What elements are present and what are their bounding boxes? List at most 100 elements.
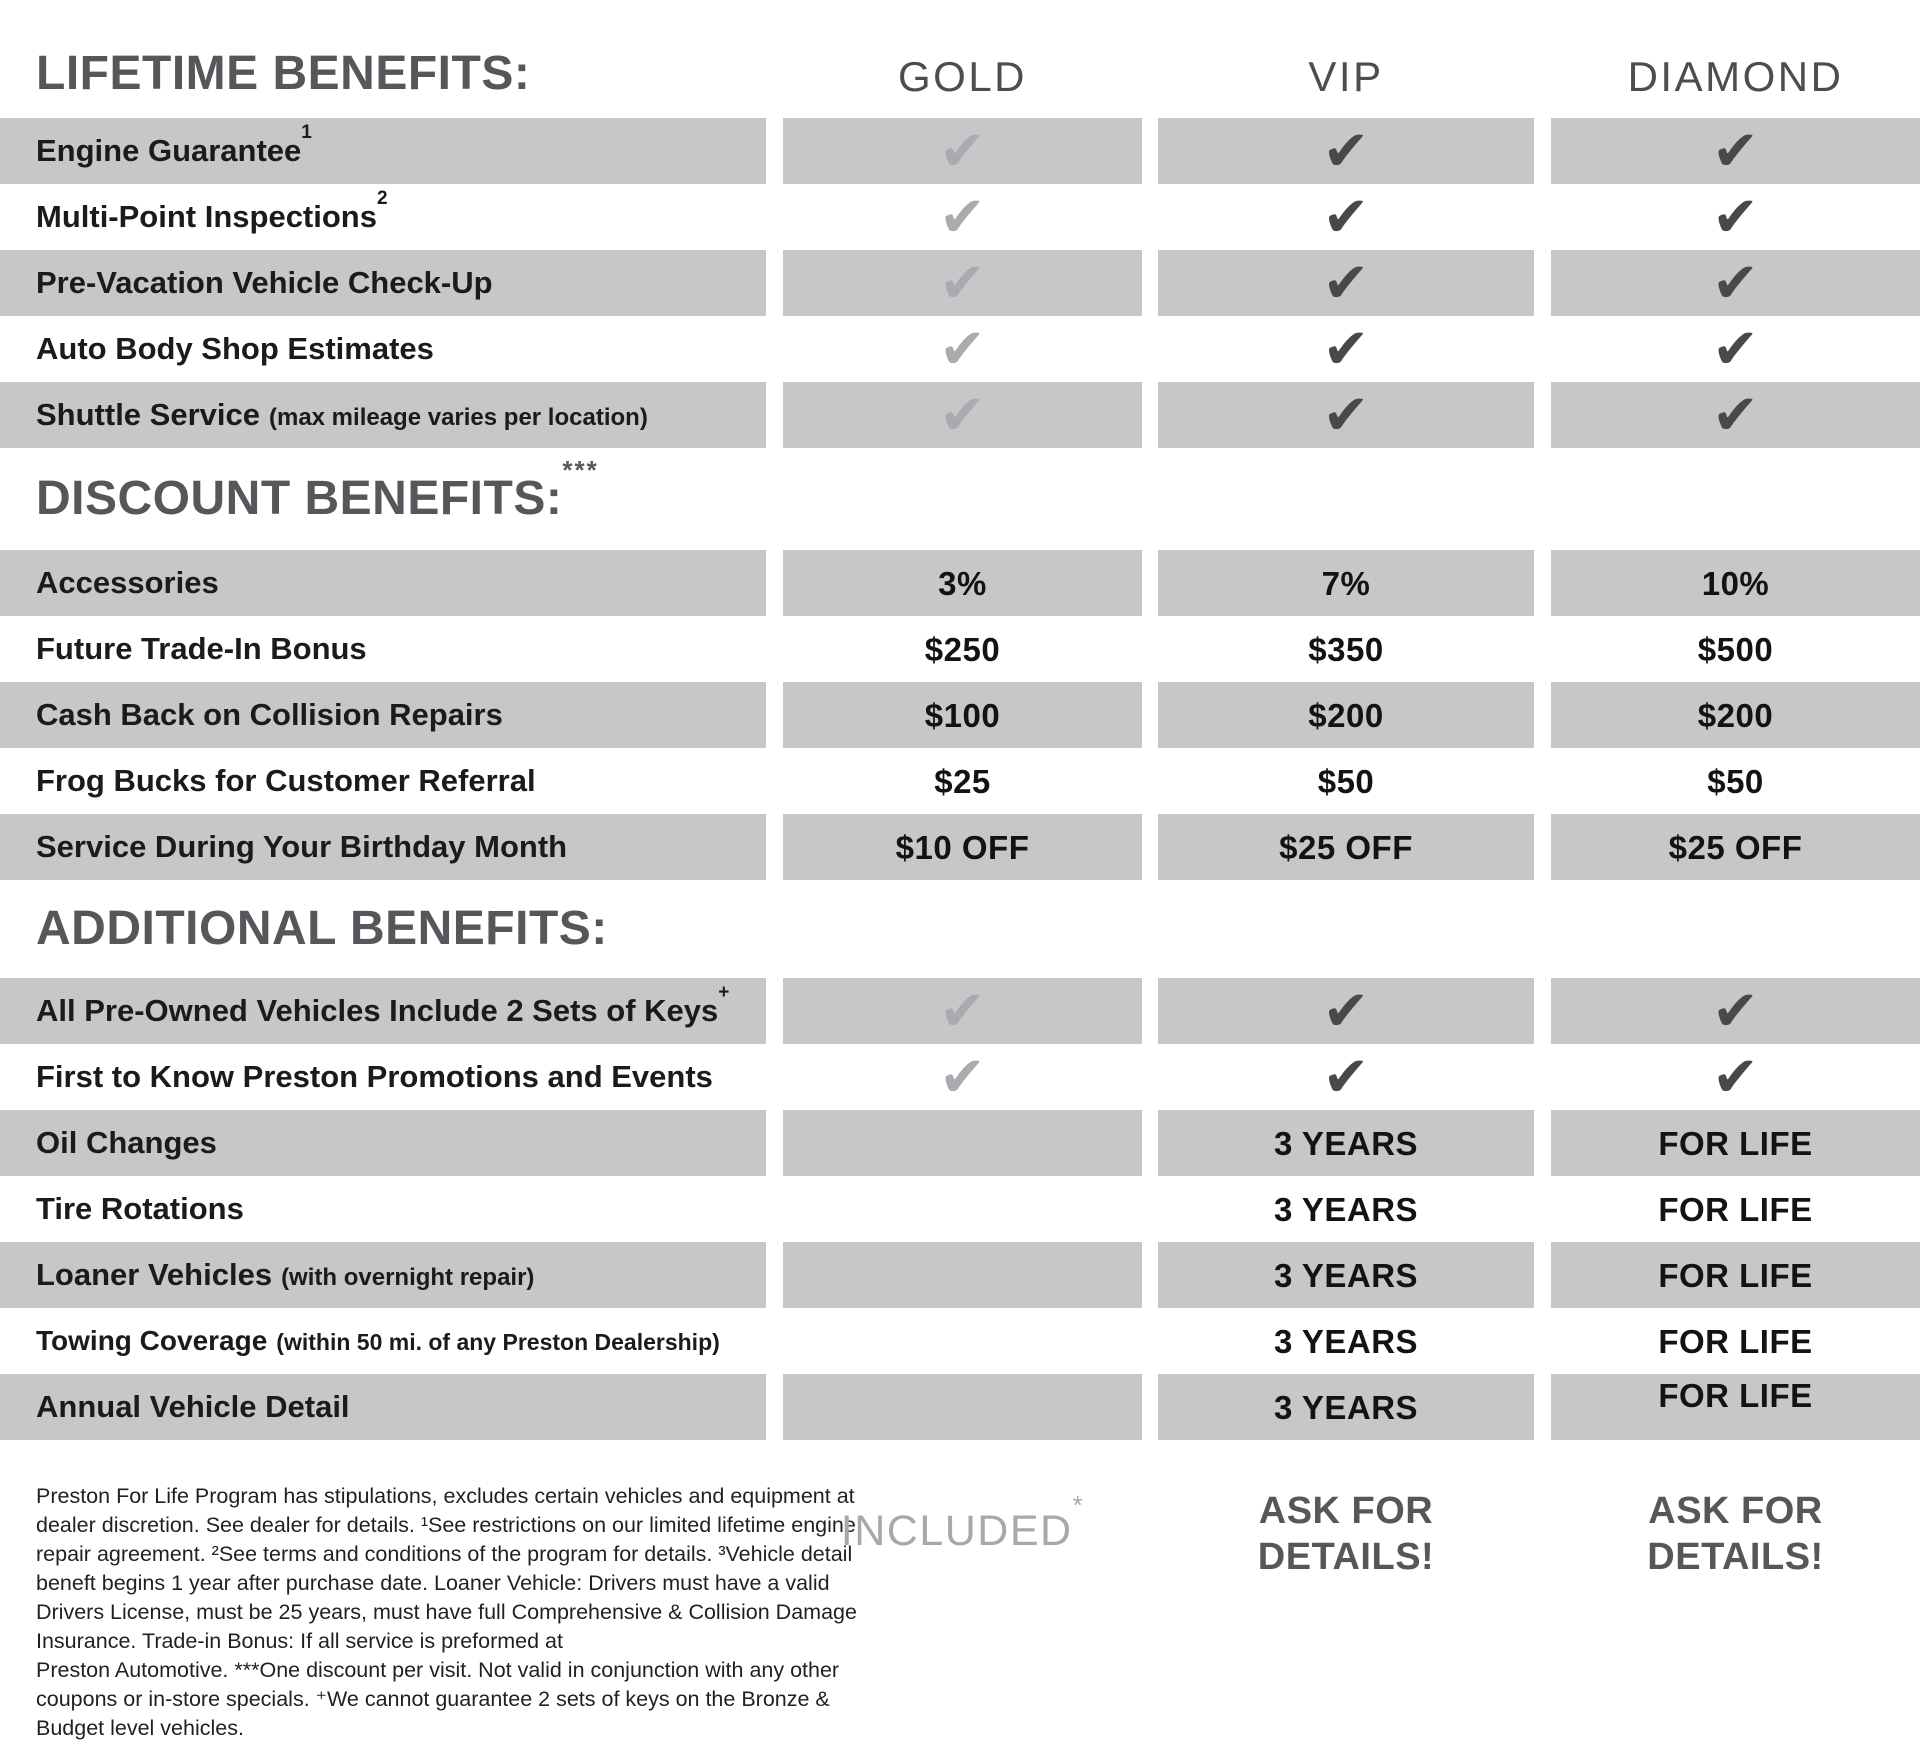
value-text: 3 YEARS: [1273, 1124, 1419, 1162]
value-text: FOR LIFE: [1658, 1376, 1813, 1414]
value-cell-diamond: ✔: [1551, 1044, 1920, 1110]
value-text: $500: [1697, 630, 1774, 668]
row-label: Engine Guarantee1: [36, 123, 312, 168]
value-cell-gold: ✔: [783, 382, 1142, 448]
check-icon: ✔: [939, 1045, 986, 1110]
value-cell-vip: 3 YEARS: [1158, 1110, 1534, 1176]
check-icon: ✔: [939, 119, 986, 184]
diamond-footer-note-cell: ASK FOR DETAILS!: [1551, 1482, 1920, 1580]
row-label: Future Trade-In Bonus: [36, 632, 367, 666]
value-text: $50: [1707, 762, 1764, 800]
table-row: Pre-Vacation Vehicle Check-Up ✔ ✔ ✔: [0, 250, 1920, 316]
value-text: $200: [1308, 696, 1384, 734]
value-cell-vip: ✔: [1158, 1044, 1534, 1110]
row-label: Cash Back on Collision Repairs: [36, 698, 503, 732]
table-row: Loaner Vehicles (with overnight repair) 3 …: [0, 1242, 1920, 1308]
value-cell-diamond: FOR LIFE: [1551, 1110, 1920, 1176]
row-label-superscript: 2: [377, 188, 388, 210]
value-cell-diamond: $50: [1551, 748, 1920, 814]
row-label-text: Service During Your Birthday Month: [36, 828, 568, 864]
row-label-superscript: +: [718, 982, 730, 1004]
value-cell-diamond: ✔: [1551, 184, 1920, 250]
check-icon: ✔: [939, 185, 986, 250]
value-text: $100: [924, 696, 1001, 734]
row-label: Auto Body Shop Estimates: [36, 332, 434, 366]
value-text: $25: [934, 762, 991, 800]
row-label: Accessories: [36, 566, 219, 600]
value-cell-vip: 3 YEARS: [1158, 1374, 1534, 1440]
row-label-cell: Cash Back on Collision Repairs: [0, 682, 766, 748]
fine-print: Preston For Life Program has stipulation…: [36, 1482, 857, 1743]
value-cell-diamond: $200: [1551, 682, 1920, 748]
value-cell-gold: ✔: [783, 316, 1142, 382]
row-label-cell: Auto Body Shop Estimates: [0, 316, 766, 382]
check-icon: ✔: [1712, 251, 1759, 316]
table-row: Auto Body Shop Estimates ✔ ✔ ✔: [0, 316, 1920, 382]
row-label: Tire Rotations: [36, 1190, 244, 1226]
row-label-cell: Towing Coverage (within 50 mi. of any Pre…: [0, 1308, 766, 1374]
value-cell-vip: ✔: [1158, 978, 1534, 1044]
value-text: 3 YEARS: [1273, 1190, 1419, 1228]
fine-print-line: Insurance. Trade-in Bonus: If all servic…: [36, 1629, 563, 1653]
row-label: Loaner Vehicles (with overnight repair): [36, 1256, 535, 1292]
value-text: 7%: [1321, 564, 1371, 602]
value-text: FOR LIFE: [1658, 1256, 1813, 1294]
gold-footer-note-cell: INCLUDED*: [783, 1482, 1142, 1553]
fine-print-line: Budget level vehicles.: [36, 1716, 244, 1740]
included-asterisk: *: [1072, 1489, 1085, 1520]
section-title-discount-benefits: DISCOUNT BENEFITS:***: [36, 457, 599, 523]
details-line: DETAILS!: [1257, 1536, 1435, 1578]
check-icon: ✔: [939, 979, 986, 1044]
row-label-text: All Pre-Owned Vehicles Include 2 Sets of…: [36, 992, 719, 1028]
row-label-cell: Loaner Vehicles (with overnight repair): [0, 1242, 766, 1308]
value-cell-vip: ✔: [1158, 316, 1534, 382]
header-title-cell: LIFETIME BENEFITS:: [0, 0, 766, 118]
row-label-cell: Oil Changes: [0, 1110, 766, 1176]
table-row: Accessories 3% 7% 10%: [0, 550, 1920, 616]
row-label-text: Towing Coverage: [36, 1325, 268, 1357]
fine-print-cell: Preston For Life Program has stipulation…: [0, 1482, 857, 1743]
value-cell-diamond: ✔: [1551, 382, 1920, 448]
value-cell-gold: $100: [783, 682, 1142, 748]
row-label-cell: Pre-Vacation Vehicle Check-Up: [0, 250, 766, 316]
value-text: 10%: [1701, 564, 1770, 602]
row-label-text: Multi-Point Inspections: [36, 198, 377, 234]
value-cell-vip: $50: [1158, 748, 1534, 814]
vip-footer-note-cell: ASK FOR DETAILS!: [1158, 1482, 1534, 1580]
value-text: $350: [1308, 630, 1384, 668]
row-label-cell: Shuttle Service (max mileage varies per l…: [0, 382, 766, 448]
fine-print-line: Drivers License, must be 25 years, must …: [36, 1600, 857, 1624]
row-label-note: (with overnight repair): [281, 1263, 535, 1291]
value-cell-gold: ✔: [783, 118, 1142, 184]
check-icon: ✔: [939, 383, 986, 448]
row-label: Towing Coverage (within 50 mi. of any Pre…: [36, 1326, 720, 1355]
row-label-note: (max mileage varies per location): [268, 403, 648, 431]
table-row: Frog Bucks for Customer Referral $25 $50 $5…: [0, 748, 1920, 814]
check-icon: ✔: [1322, 1045, 1370, 1110]
row-label: Multi-Point Inspections2: [36, 189, 388, 234]
value-cell-gold: $25: [783, 748, 1142, 814]
row-label-text: Loaner Vehicles: [36, 1256, 273, 1292]
value-cell-gold: [783, 1110, 1142, 1176]
row-label-text: Tire Rotations: [36, 1190, 244, 1226]
value-cell-gold: [783, 1176, 1142, 1242]
check-icon: ✔: [1712, 317, 1759, 382]
check-icon: ✔: [1322, 979, 1370, 1044]
value-text: $250: [924, 630, 1001, 668]
value-cell-vip: 7%: [1158, 550, 1534, 616]
value-cell-vip: ✔: [1158, 382, 1534, 448]
check-icon: ✔: [1322, 185, 1370, 250]
value-cell-gold: ✔: [783, 184, 1142, 250]
row-label-cell: All Pre-Owned Vehicles Include 2 Sets of…: [0, 978, 766, 1044]
value-cell-diamond: ✔: [1551, 978, 1920, 1044]
section-title-additional-benefits: ADDITIONAL BENEFITS:: [36, 902, 608, 955]
fine-print-line: Preston For Life Program has stipulation…: [36, 1484, 855, 1508]
fine-print-line: repair agreement. ²See terms and conditi…: [36, 1542, 853, 1566]
value-cell-diamond: 10%: [1551, 550, 1920, 616]
table-row: Oil Changes 3 YEARS FOR LIFE: [0, 1110, 1920, 1176]
row-label: Shuttle Service (max mileage varies per l…: [36, 398, 648, 432]
value-cell-vip: $200: [1158, 682, 1534, 748]
row-label-text: Engine Guarantee: [36, 132, 302, 168]
value-text: $200: [1697, 696, 1774, 734]
section-title-superscript: ***: [562, 455, 599, 485]
